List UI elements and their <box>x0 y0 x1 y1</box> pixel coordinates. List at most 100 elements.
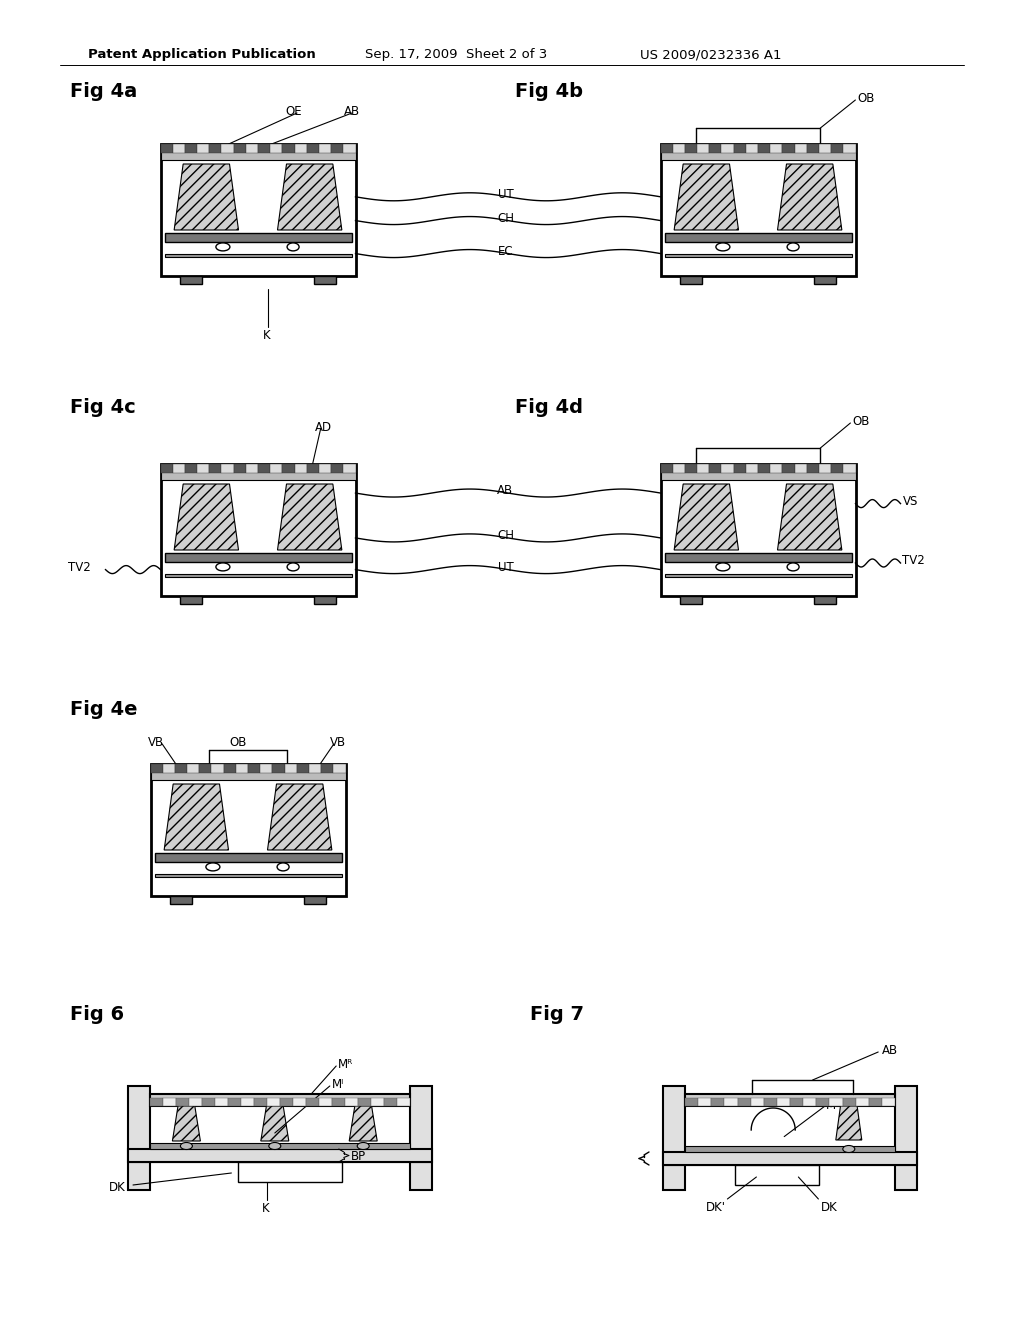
Bar <box>283 465 295 473</box>
Bar <box>843 1098 856 1106</box>
Polygon shape <box>278 484 342 550</box>
Bar <box>660 144 673 153</box>
Bar <box>660 465 855 597</box>
Bar <box>745 465 758 473</box>
Polygon shape <box>674 484 738 550</box>
Bar <box>831 144 844 153</box>
Bar <box>680 276 702 284</box>
Bar <box>297 764 309 772</box>
Bar <box>258 144 270 153</box>
Bar <box>384 1098 397 1106</box>
Bar <box>241 1098 254 1106</box>
Text: K: K <box>263 329 270 342</box>
Polygon shape <box>174 164 239 230</box>
Bar <box>280 1098 293 1106</box>
Bar <box>165 574 351 577</box>
Bar <box>150 1143 410 1148</box>
Bar <box>332 1098 345 1106</box>
Bar <box>665 234 852 242</box>
Polygon shape <box>278 164 342 230</box>
Ellipse shape <box>206 863 220 871</box>
Text: Fig 4e: Fig 4e <box>70 700 137 719</box>
Bar <box>334 764 345 772</box>
Ellipse shape <box>268 1143 281 1150</box>
Text: OE: OE <box>285 106 302 117</box>
Bar <box>233 465 246 473</box>
Bar <box>319 1098 332 1106</box>
Bar <box>161 144 355 276</box>
Bar <box>814 276 836 284</box>
Bar <box>665 553 852 562</box>
Bar <box>733 144 745 153</box>
Bar <box>819 465 831 473</box>
Bar <box>270 465 283 473</box>
Bar <box>258 465 270 473</box>
Bar <box>831 465 844 473</box>
Ellipse shape <box>357 1143 370 1150</box>
Polygon shape <box>261 1106 289 1140</box>
Bar <box>673 144 685 153</box>
Bar <box>397 1098 410 1106</box>
Text: TV2: TV2 <box>68 561 91 574</box>
Bar <box>260 764 272 772</box>
Bar <box>197 144 209 153</box>
Bar <box>685 465 697 473</box>
Bar <box>764 1098 777 1106</box>
Bar <box>202 1098 215 1106</box>
Bar <box>285 764 297 772</box>
Bar <box>660 144 855 276</box>
Bar <box>371 1098 384 1106</box>
Bar <box>331 144 343 153</box>
Bar <box>777 1098 790 1106</box>
Bar <box>189 1098 202 1106</box>
Text: OB: OB <box>857 92 874 106</box>
Text: Fig 4b: Fig 4b <box>515 82 583 102</box>
Bar <box>161 465 355 480</box>
Text: UT: UT <box>498 561 514 574</box>
Bar <box>322 764 334 772</box>
Bar <box>209 465 221 473</box>
Bar <box>895 1086 918 1191</box>
Bar <box>814 597 836 605</box>
Text: OB: OB <box>229 737 247 748</box>
Bar <box>173 465 185 473</box>
Bar <box>272 764 285 772</box>
Bar <box>660 465 673 473</box>
Bar <box>254 1098 267 1106</box>
Bar <box>816 1098 829 1106</box>
Text: AB: AB <box>497 484 513 498</box>
Bar <box>782 465 795 473</box>
Bar <box>246 144 258 153</box>
Bar <box>844 144 855 153</box>
Text: TV2: TV2 <box>902 554 926 568</box>
Bar <box>712 1098 724 1106</box>
Ellipse shape <box>216 243 230 251</box>
Bar <box>314 276 336 284</box>
Bar <box>733 465 745 473</box>
Bar <box>314 597 336 605</box>
Bar <box>663 1086 685 1191</box>
Bar <box>150 1094 410 1106</box>
Bar <box>751 1098 764 1106</box>
Bar <box>737 1098 751 1106</box>
Bar <box>165 253 351 257</box>
Bar <box>803 1098 816 1106</box>
Bar <box>343 465 355 473</box>
Text: UT: UT <box>498 187 514 201</box>
Bar <box>228 1098 241 1106</box>
Bar <box>745 144 758 153</box>
Bar <box>187 764 200 772</box>
Bar <box>318 144 331 153</box>
Bar <box>267 1098 280 1106</box>
Bar <box>304 896 326 904</box>
Bar <box>697 465 710 473</box>
Text: Mᴿ: Mᴿ <box>338 1059 353 1071</box>
Polygon shape <box>777 164 842 230</box>
Text: DK: DK <box>110 1181 126 1195</box>
Bar <box>710 465 722 473</box>
Bar <box>685 1146 895 1152</box>
Bar <box>209 144 221 153</box>
Text: VB: VB <box>148 737 165 748</box>
Bar <box>295 144 307 153</box>
Bar <box>293 1098 306 1106</box>
